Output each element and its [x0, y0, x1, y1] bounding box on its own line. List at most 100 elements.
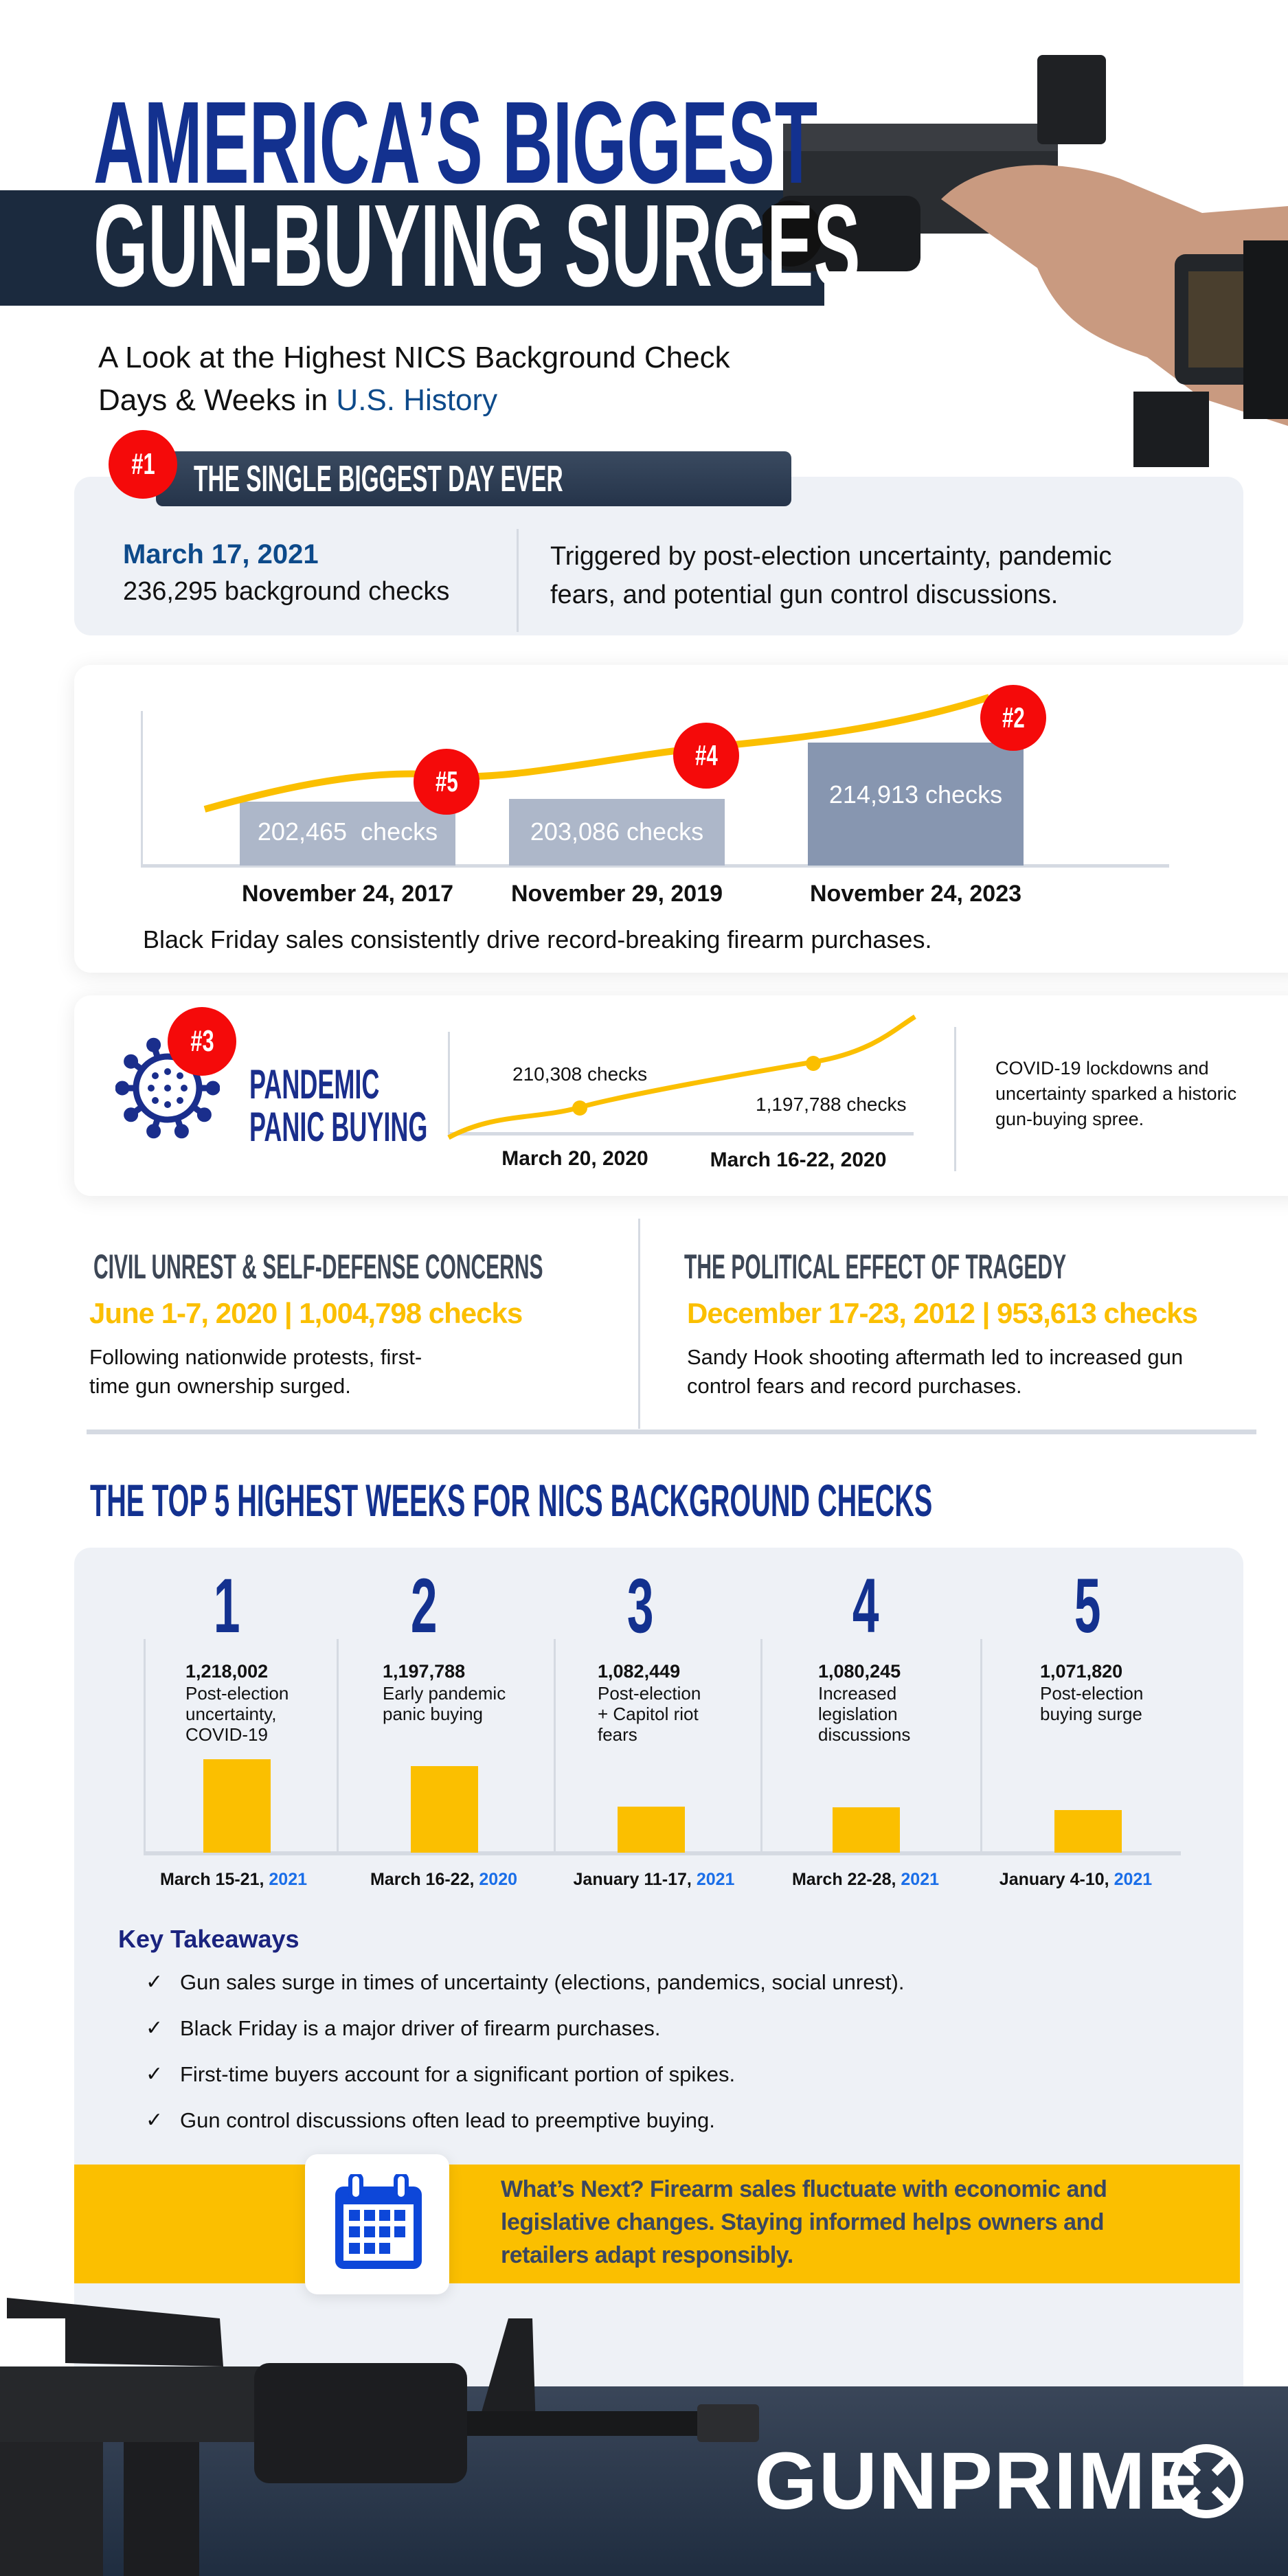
check-icon: ✓: [146, 2017, 163, 2040]
takeaways-heading: Key Takeaways: [118, 1925, 300, 1953]
rank-number: 5: [1074, 1563, 1101, 1649]
title-line-1: AMERICA’S BIGGEST: [93, 78, 1288, 208]
body-line: Sandy Hook shooting aftermath led to inc…: [687, 1345, 1184, 1369]
column-divider: [337, 1639, 339, 1853]
week-date: March 16-22, 2020: [370, 1870, 518, 1889]
rank-number: 3: [626, 1563, 654, 1649]
date-label: March 20, 2020: [501, 1147, 648, 1170]
title-line-2: GUN-BUYING SURGES: [93, 181, 1288, 311]
column-divider: [760, 1639, 762, 1853]
whats-next-text: What’s Next? Firearm sales fluctuate wit…: [501, 2173, 1107, 2272]
subtitle-highlight: U.S. History: [336, 383, 498, 417]
week-date: January 4-10, 2021: [999, 1870, 1153, 1889]
date-label: November 24, 2023: [809, 881, 1022, 907]
biggest-day-checks: 236,295 background checks: [123, 577, 450, 606]
column-divider: [980, 1639, 982, 1853]
gunprime-logo: GUNPRIME: [754, 2440, 1202, 2522]
week-description: Post-election: [185, 1683, 289, 1704]
tragedy-heading: THE POLITICAL EFFECT OF TRAGEDY: [684, 1247, 1067, 1286]
mini-chart-axis: [448, 1032, 450, 1135]
week-year: 2020: [479, 1870, 518, 1889]
body-line: control fears and record purchases.: [687, 1374, 1022, 1398]
week-description: Increased: [818, 1683, 897, 1704]
week-value: 1,080,245: [818, 1661, 901, 1682]
date-label: November 24, 2017: [241, 881, 454, 907]
civil-unrest-stat: June 1-7, 2020 | 1,004,798 checks: [89, 1297, 523, 1329]
chart-y-axis: [141, 711, 143, 866]
calendar-icon: [335, 2174, 422, 2269]
biggest-day-heading: THE SINGLE BIGGEST DAY EVER: [194, 458, 563, 499]
week-bar: [203, 1759, 271, 1853]
week-bar: [1054, 1809, 1122, 1853]
bar-label: 203,086 checks: [530, 817, 704, 846]
check-icon: ✓: [146, 2109, 163, 2132]
week-description: panic buying: [383, 1704, 483, 1724]
week-description: COVID-19: [185, 1724, 268, 1745]
week-bar: [411, 1766, 478, 1853]
check-icon: ✓: [146, 1971, 163, 1993]
week-description: discussions: [818, 1724, 911, 1745]
description-line: gun-buying spree.: [995, 1109, 1144, 1129]
rank-number: 4: [852, 1563, 879, 1649]
week-description: fears: [598, 1724, 637, 1745]
week-year: 2021: [696, 1870, 735, 1889]
takeaway-item: Gun sales surge in times of uncertainty …: [180, 1970, 905, 1994]
whats-next-line: What’s Next? Firearm sales fluctuate wit…: [501, 2176, 1107, 2202]
takeaway-item: First-time buyers account for a signific…: [180, 2062, 736, 2086]
whats-next-band: [74, 2165, 1240, 2283]
biggest-day-date: March 17, 2021: [123, 539, 319, 569]
week-value: 1,082,449: [598, 1661, 681, 1682]
description-line: fears, and potential gun control discuss…: [550, 580, 1059, 609]
civil-unrest-heading: CIVIL UNREST & SELF-DEFENSE CONCERNS: [93, 1247, 543, 1286]
subtitle-prefix: Days & Weeks in: [98, 383, 337, 417]
description-line: uncertainty sparked a historic: [995, 1083, 1237, 1104]
week-value: 1,218,002: [185, 1661, 269, 1682]
takeaway-item: Gun control discussions often lead to pr…: [180, 2108, 715, 2132]
pistol-image: [762, 55, 1288, 467]
date-label: March 16-22, 2020: [710, 1149, 887, 1171]
subtitle-line-2: Days & Weeks in U.S. History: [98, 379, 730, 422]
week-year: 2021: [1114, 1870, 1153, 1889]
week-year: 2021: [901, 1870, 940, 1889]
rank-badge: #4: [673, 723, 739, 789]
rank-badge: #5: [414, 749, 479, 815]
divider: [954, 1027, 956, 1171]
top5-baseline: [144, 1851, 1181, 1855]
week-bar: [618, 1806, 685, 1853]
point-label: 1,197,788 checks: [756, 1094, 907, 1115]
top5-heading: THE TOP 5 HIGHEST WEEKS FOR NICS BACKGRO…: [90, 1475, 933, 1526]
title-line-1-text: AMERICA’S BIGGEST: [93, 78, 818, 208]
week-description: + Capitol riot: [598, 1704, 699, 1724]
pandemic-title: PANDEMIC PANIC BUYING: [249, 1063, 546, 1149]
biggest-day-description: Triggered by post-election uncertainty, …: [550, 537, 1111, 614]
point-label: 210,308 checks: [512, 1063, 648, 1085]
tragedy-stat: December 17-23, 2012 | 953,613 checks: [687, 1297, 1198, 1329]
week-description: legislation: [818, 1704, 898, 1724]
title-line-2-text: GUN-BUYING SURGES: [93, 181, 861, 311]
title-band: [0, 190, 824, 306]
description-line: COVID-19 lockdowns and: [995, 1058, 1209, 1078]
date-label: November 29, 2019: [510, 881, 723, 907]
week-description: Post-election: [598, 1683, 701, 1704]
week-description: uncertainty,: [185, 1704, 277, 1724]
week-description: Post-election: [1040, 1683, 1144, 1704]
chart-baseline: [141, 864, 1169, 868]
pandemic-title-line: PANDEMIC: [249, 1061, 380, 1107]
takeaway-item: Black Friday is a major driver of firear…: [180, 2016, 661, 2040]
divider: [517, 529, 519, 632]
week-description: Early pandemic: [383, 1683, 506, 1704]
whats-next-line: retailers adapt responsibly.: [501, 2242, 793, 2268]
description-line: Triggered by post-election uncertainty, …: [550, 542, 1112, 571]
body-line: Following nationwide protests, first-: [89, 1345, 422, 1369]
rank-badge-3: #3: [168, 1007, 236, 1076]
rank-number: 1: [213, 1563, 240, 1649]
section-rule: [87, 1430, 1256, 1434]
pandemic-title-line: PANIC BUYING: [249, 1104, 428, 1150]
bar-label: 202,465 checks: [257, 817, 438, 846]
subtitle: A Look at the Highest NICS Background Ch…: [98, 337, 730, 422]
week-bar: [833, 1807, 900, 1853]
week-value: 1,197,788: [383, 1661, 466, 1682]
column-divider: [638, 1219, 640, 1429]
logo-text: GUNPRIME: [754, 2436, 1202, 2527]
week-description: buying surge: [1040, 1704, 1142, 1724]
